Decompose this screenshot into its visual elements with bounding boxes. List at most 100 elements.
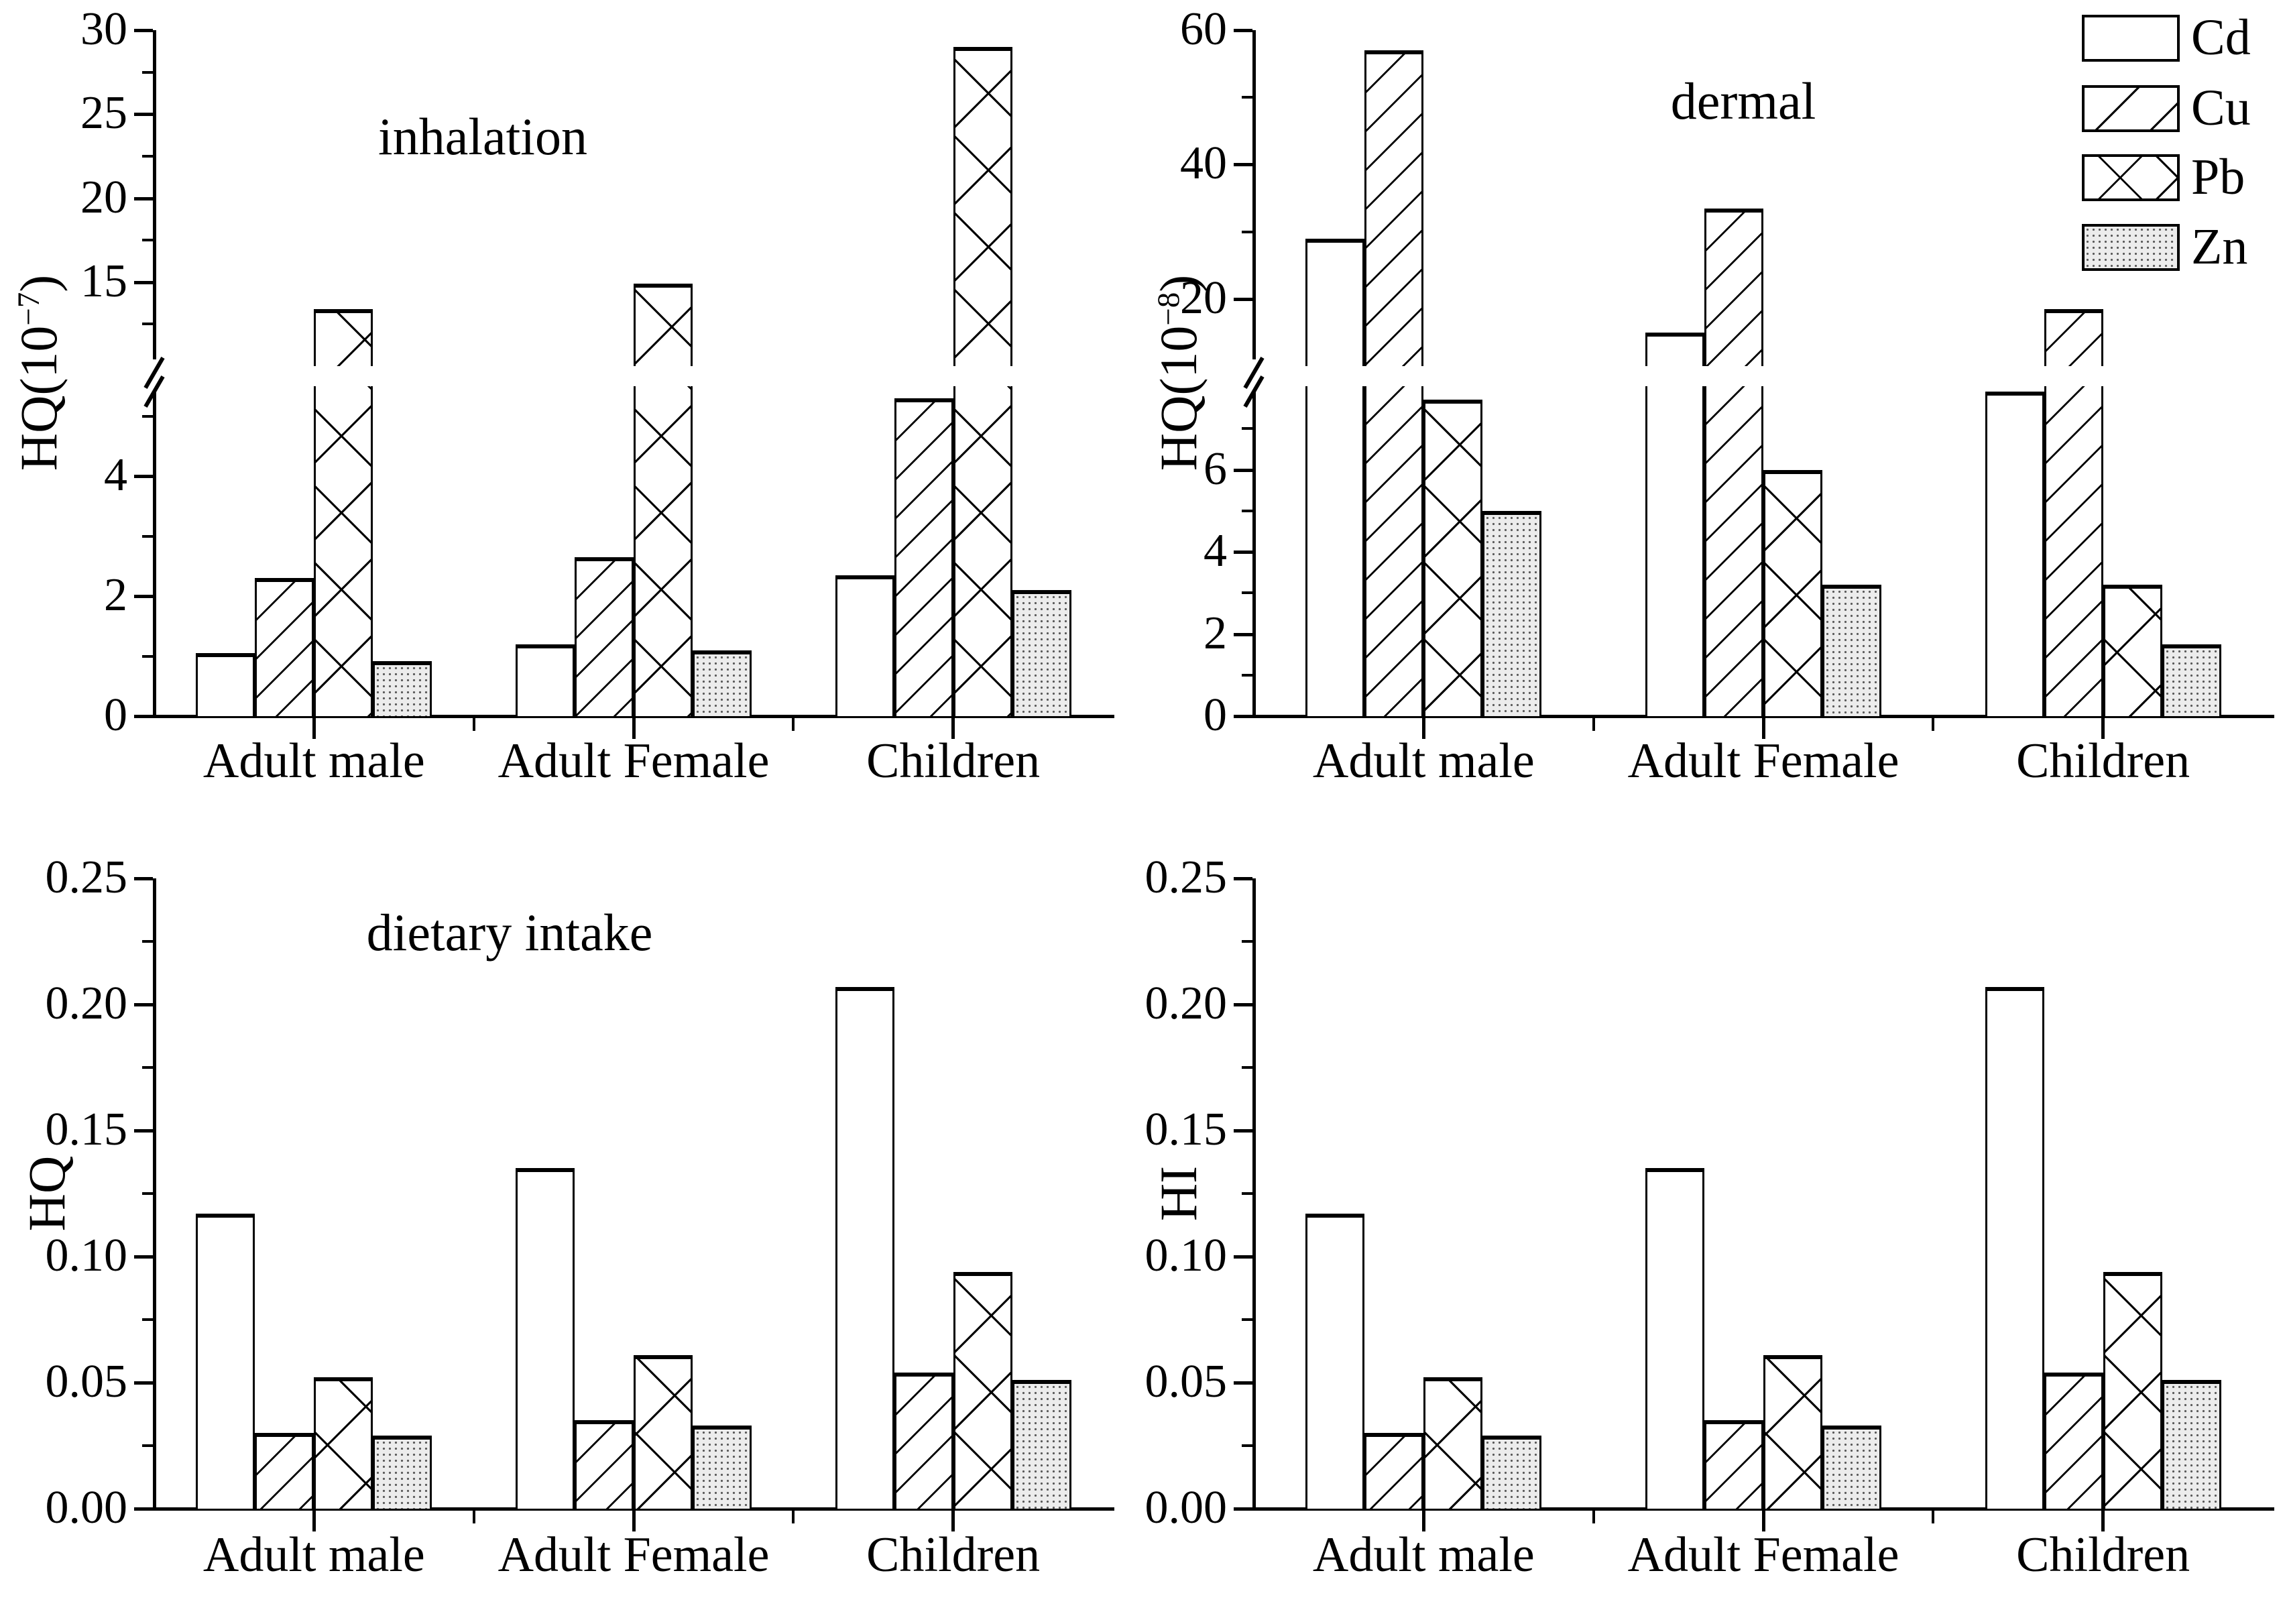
y-axis-label-text: ) [9, 274, 68, 292]
y-minor-tick [1242, 1318, 1252, 1321]
y-major-tick [1234, 1255, 1252, 1259]
y-major-tick [134, 1381, 153, 1385]
y-major-tick [134, 113, 153, 117]
y-minor-tick [1242, 673, 1252, 677]
bar-dietary-adult-male-zn [373, 1435, 432, 1509]
legend-label-pb: Pb [2191, 149, 2245, 205]
y-tick-label: 0.00 [45, 1482, 128, 1533]
bar-inhalation-children-pb-upper [953, 47, 1012, 366]
y-major-tick [1234, 1507, 1252, 1511]
x-major-tick [312, 717, 316, 739]
bar-hi-adult-female-zn [1822, 1425, 1881, 1509]
y-major-tick [134, 715, 153, 718]
bar-dermal-adult-male-cd-lower [1305, 386, 1365, 716]
category-label: Adult Female [1627, 1527, 1899, 1582]
x-axis [1252, 715, 2274, 718]
bar-dermal-adult-female-cu-lower [1704, 386, 1763, 716]
chart-title: dietary intake [366, 903, 653, 962]
y-minor-tick [1242, 940, 1252, 943]
y-tick-label: 0.10 [1145, 1230, 1228, 1281]
category-label: Children [866, 1527, 1041, 1582]
y-minor-tick [1242, 1444, 1252, 1447]
bar-dermal-children-cd [1985, 392, 2044, 716]
y-minor-tick [142, 534, 153, 538]
x-boundary-tick [1592, 1510, 1595, 1523]
y-major-tick [134, 1129, 153, 1133]
y-major-tick [1234, 297, 1252, 301]
y-major-tick [1234, 29, 1252, 32]
y-major-tick [134, 1003, 153, 1006]
y-minor-tick [1242, 427, 1252, 430]
bar-inhalation-children-cd [835, 575, 894, 716]
y-major-tick [134, 1507, 153, 1511]
bar-dietary-children-pb [953, 1271, 1012, 1509]
y-axis-label-text: ) [1149, 274, 1208, 292]
y-axis-label-text: HQ [17, 1155, 76, 1232]
legend-label-cu: Cu [2191, 80, 2251, 136]
bar-inhalation-adult-male-pb-lower [314, 386, 373, 716]
pb-swatch-icon [2082, 154, 2180, 201]
y-major-tick [134, 1255, 153, 1259]
y-axis-label: HQ(10−7) [9, 275, 68, 471]
category-label: Children [2016, 1527, 2190, 1582]
bar-dermal-children-cu-lower [2044, 386, 2103, 716]
y-tick-label: 0.20 [45, 978, 128, 1029]
category-label: Adult Female [497, 1527, 770, 1582]
cu-swatch-icon [2082, 85, 2180, 132]
y-minor-tick [142, 1318, 153, 1321]
bar-hi-adult-male-pb [1423, 1377, 1483, 1509]
x-major-tick [632, 717, 636, 739]
category-label: Adult Female [497, 734, 770, 789]
y-axis-label: HQ(10−8) [1149, 275, 1208, 471]
y-major-tick [134, 595, 153, 599]
y-tick-label: 20 [80, 171, 127, 223]
x-axis [1252, 1507, 2274, 1511]
y-major-tick [1234, 163, 1252, 167]
y-tick-label: 0.05 [1145, 1356, 1228, 1407]
category-label: Adult male [1312, 734, 1535, 789]
y-major-tick [134, 280, 153, 284]
bar-inhalation-adult-male-cd [196, 653, 255, 716]
category-label: Children [2016, 734, 2190, 789]
y-tick-label: 6 [1204, 443, 1227, 495]
y-minor-tick [142, 239, 153, 242]
y-minor-tick [1242, 591, 1252, 595]
y-tick-label: 2 [104, 569, 127, 622]
bar-inhalation-adult-female-cu [575, 557, 634, 716]
x-major-tick [951, 717, 955, 739]
bar-dermal-adult-male-cu-upper [1364, 50, 1424, 366]
bar-inhalation-adult-male-zn [373, 660, 432, 716]
bar-dermal-adult-male-cd-upper [1305, 238, 1365, 366]
bar-hi-adult-male-cd [1305, 1214, 1365, 1509]
y-tick-label: 2 [1204, 607, 1227, 659]
y-tick-label: 0 [104, 689, 127, 741]
bar-hi-children-zn [2162, 1380, 2221, 1509]
y-tick-label: 0.05 [45, 1356, 128, 1407]
x-major-tick [312, 1510, 316, 1531]
zn-swatch-icon [2082, 224, 2180, 271]
bar-dermal-adult-female-zn [1822, 585, 1881, 716]
legend-label-cd: Cd [2191, 9, 2251, 66]
category-label: Adult male [1312, 1527, 1535, 1582]
x-boundary-tick [1932, 1510, 1935, 1523]
y-tick-label: 60 [1180, 3, 1227, 55]
y-tick-label: 15 [80, 255, 127, 307]
y-major-tick [1234, 632, 1252, 636]
x-major-tick [1761, 717, 1765, 739]
y-minor-tick [1242, 509, 1252, 512]
y-tick-label: 20 [1180, 272, 1227, 324]
y-minor-tick [1242, 230, 1252, 233]
category-label: Adult male [202, 734, 425, 789]
y-major-tick [134, 877, 153, 880]
bar-dietary-children-cd [835, 986, 894, 1509]
x-major-tick [1761, 1510, 1765, 1531]
y-major-tick [1234, 1129, 1252, 1133]
bar-hi-adult-female-cu [1704, 1420, 1763, 1509]
y-axis [1252, 878, 1256, 1509]
bar-hi-adult-male-zn [1482, 1435, 1542, 1509]
y-tick-label: 30 [80, 3, 127, 55]
chart-title: inhalation [378, 107, 587, 166]
y-minor-tick [1242, 1066, 1252, 1069]
bar-dietary-adult-female-pb [634, 1354, 693, 1509]
